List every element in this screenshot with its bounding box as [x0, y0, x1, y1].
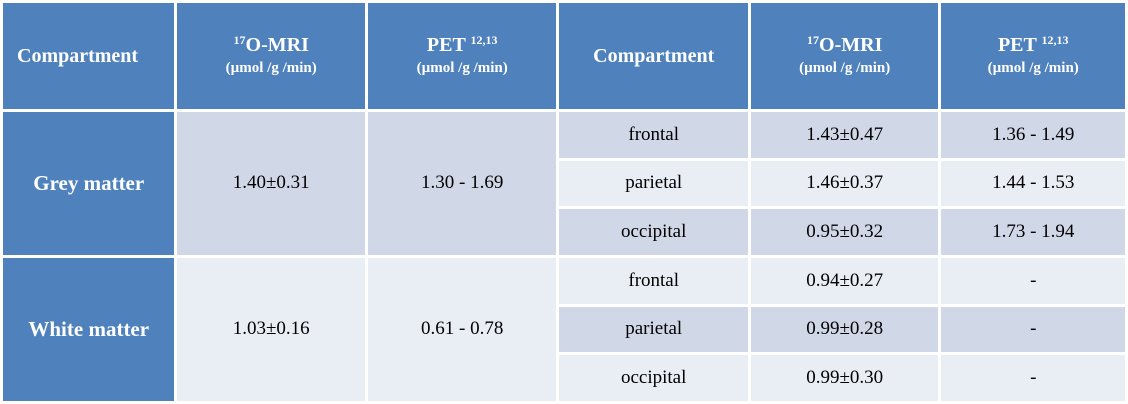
- header-pet-sup: 12,13: [470, 33, 498, 47]
- region-pet-value: -: [941, 306, 1125, 353]
- region-mri-value: 1.46±0.37: [750, 160, 939, 207]
- group-pet-value: 1.30 - 1.69: [367, 112, 557, 255]
- group-label-grey-matter: Grey matter: [3, 112, 175, 255]
- header-mri-sup: 17: [233, 33, 246, 47]
- header-region-mri-unit: (µmol /g /min): [799, 60, 891, 76]
- header-row: Compartment 17O-MRI (µmol /g /min) PET 1…: [3, 3, 1125, 109]
- header-mri-label: O-MRI: [245, 34, 309, 56]
- group-pet-value: 0.61 - 0.78: [367, 257, 557, 401]
- region-mri-value: 0.99±0.28: [750, 306, 939, 353]
- region-mri-value: 0.94±0.27: [750, 257, 939, 304]
- header-mri-unit: (µmol /g /min): [225, 60, 317, 76]
- region-mri-value: 0.99±0.30: [750, 355, 939, 401]
- table-row: Grey matter 1.40±0.31 1.30 - 1.69 fronta…: [3, 112, 1125, 255]
- region-name: occipital: [559, 355, 748, 401]
- header-pet-unit: (µmol /g /min): [416, 60, 508, 76]
- region-pet-value: 1.44 - 1.53: [941, 160, 1125, 207]
- header-region-pet-unit: (µmol /g /min): [987, 60, 1079, 76]
- table-row: White matter 1.03±0.16 0.61 - 0.78 front…: [3, 257, 1125, 401]
- region-pet-value: 1.73 - 1.94: [941, 209, 1125, 255]
- table-row: occipital 0.99±0.30 -: [3, 355, 1125, 401]
- header-pet-label: PET: [426, 34, 466, 56]
- region-mri-value: 1.43±0.47: [750, 112, 939, 158]
- region-name: parietal: [559, 160, 748, 207]
- region-name: parietal: [559, 306, 748, 353]
- region-pet-value: -: [941, 257, 1125, 304]
- header-region-mri-label: O-MRI: [819, 34, 883, 56]
- header-region-mri-sup: 17: [807, 33, 820, 47]
- table-row: parietal 0.99±0.28 -: [3, 306, 1125, 353]
- group-mri-value: 1.40±0.31: [177, 112, 365, 255]
- header-region-pet-label: PET: [997, 34, 1037, 56]
- table-row: parietal 1.46±0.37 1.44 - 1.53: [3, 160, 1125, 207]
- region-name: frontal: [559, 257, 748, 304]
- header-mri: 17O-MRI (µmol /g /min): [177, 3, 365, 109]
- header-region-mri: 17O-MRI (µmol /g /min): [750, 3, 939, 109]
- header-compartment: Compartment: [3, 3, 175, 109]
- table-row: occipital 0.95±0.32 1.73 - 1.94: [3, 209, 1125, 255]
- region-name: occipital: [559, 209, 748, 255]
- header-region-pet: PET 12,13 (µmol /g /min): [941, 3, 1125, 109]
- header-region-pet-sup: 12,13: [1041, 33, 1069, 47]
- group-label-white-matter: White matter: [3, 257, 175, 401]
- region-name: frontal: [559, 112, 748, 158]
- region-mri-value: 0.95±0.32: [750, 209, 939, 255]
- region-pet-value: -: [941, 355, 1125, 401]
- group-mri-value: 1.03±0.16: [177, 257, 365, 401]
- header-region-compartment: Compartment: [559, 3, 748, 109]
- header-pet: PET 12,13 (µmol /g /min): [367, 3, 557, 109]
- region-pet-value: 1.36 - 1.49: [941, 112, 1125, 158]
